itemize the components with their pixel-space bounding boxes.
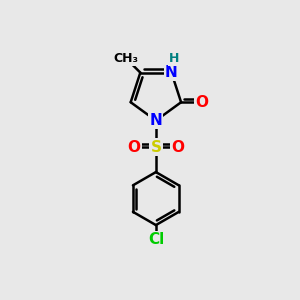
Text: O: O <box>127 140 140 154</box>
Text: O: O <box>172 140 184 154</box>
Text: Cl: Cl <box>148 232 164 247</box>
Text: S: S <box>150 140 161 154</box>
Text: H: H <box>169 52 179 64</box>
Text: N: N <box>149 113 162 128</box>
Text: CH₃: CH₃ <box>113 52 138 64</box>
Text: O: O <box>195 95 208 110</box>
Text: N: N <box>165 65 178 80</box>
